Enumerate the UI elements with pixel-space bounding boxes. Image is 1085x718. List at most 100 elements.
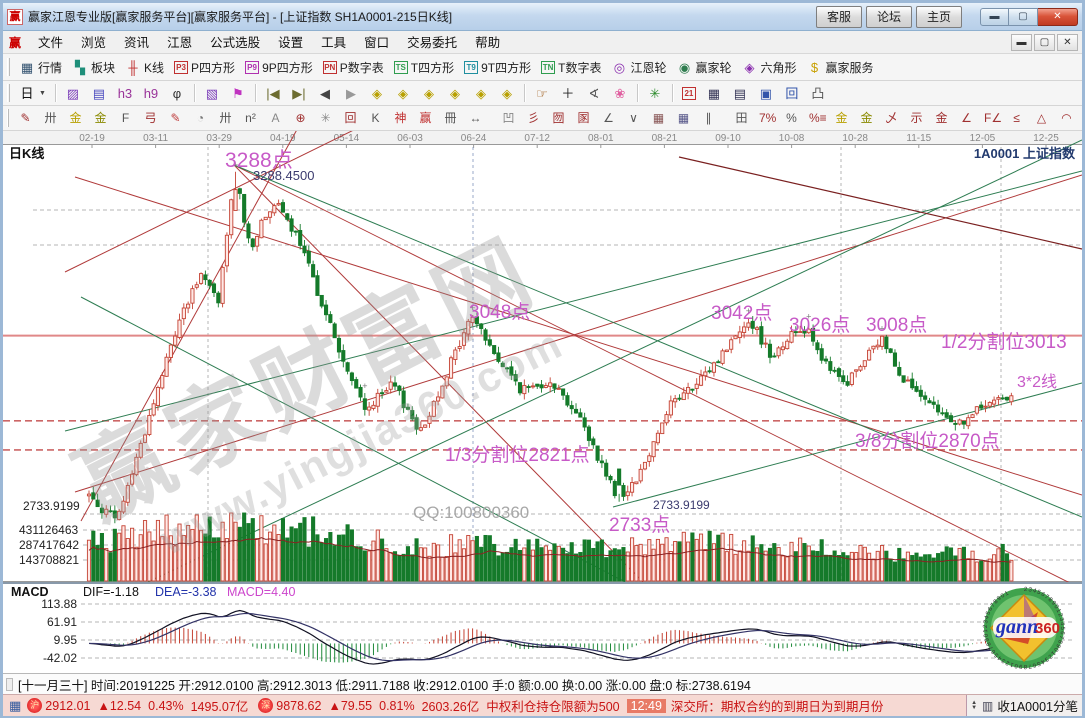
- gann-diamond-cross-button[interactable]: ◈: [494, 84, 520, 103]
- wave-angle-tool-button[interactable]: 示: [904, 109, 929, 127]
- period-selector[interactable]: 日 ▼: [14, 84, 51, 103]
- prev-bar-button[interactable]: ◀: [312, 84, 338, 103]
- percent7-tool-button[interactable]: 7%: [754, 109, 779, 127]
- first-bar-button[interactable]: |◀: [260, 84, 286, 103]
- flag-button[interactable]: ⚑: [225, 84, 251, 103]
- gann-diamond-left-button[interactable]: ◈: [364, 84, 390, 103]
- gann-diamond-right-button[interactable]: ◈: [390, 84, 416, 103]
- percent-table-tool-button[interactable]: 田: [729, 109, 754, 127]
- fence-tool-button[interactable]: 冊: [438, 109, 463, 127]
- quotes-button[interactable]: ▦ 行情: [14, 57, 67, 78]
- print-button[interactable]: 凸: [805, 84, 831, 103]
- calculator-button[interactable]: ▦: [701, 84, 727, 103]
- parallel-lines-tool-button[interactable]: ∥: [696, 109, 721, 127]
- macd-chart[interactable]: 113.88 61.91 9.95 -42.02: [3, 584, 1082, 673]
- minimize-button[interactable]: ▬: [980, 7, 1009, 26]
- title-bar[interactable]: 赢 赢家江恩专业版[赢家服务平台][赢家服务平台] - [上证指数 SH1A00…: [3, 3, 1082, 31]
- home-button[interactable]: 主页: [915, 5, 962, 28]
- brush-tool-button[interactable]: ✎: [163, 109, 188, 127]
- p-square-button[interactable]: P3 P四方形: [169, 57, 240, 78]
- fibonacci-tool-button[interactable]: F: [113, 109, 138, 127]
- percent-lines-tool-button[interactable]: %≡: [804, 109, 829, 127]
- triangle-tool-button[interactable]: △: [1029, 109, 1054, 127]
- macd-panel[interactable]: 113.88 61.91 9.95 -42.02 MACD DIF=-1.18 DEA…: [3, 582, 1082, 673]
- gann-diamond-h-button[interactable]: ◈: [416, 84, 442, 103]
- gold-circle2-tool-button[interactable]: 金: [854, 109, 879, 127]
- menu-公式选股[interactable]: 公式选股: [210, 36, 261, 50]
- tick-view-label[interactable]: 收1A0001分笔: [997, 700, 1078, 714]
- crosshair-button[interactable]: ＋: [555, 84, 581, 103]
- notes-button[interactable]: ▤: [727, 84, 753, 103]
- bars9-button[interactable]: h9: [138, 84, 164, 103]
- kline-button[interactable]: ╫ K线: [120, 57, 169, 78]
- save-button[interactable]: ▣: [753, 84, 779, 103]
- sz-index-price[interactable]: 9878.62: [276, 698, 322, 713]
- gann-diamond-x-button[interactable]: ◈: [442, 84, 468, 103]
- p9-square-button[interactable]: P9 9P四方形: [240, 57, 318, 78]
- menu-设置[interactable]: 设置: [278, 36, 304, 50]
- winner-service-button[interactable]: $ 赢家服务: [802, 57, 879, 78]
- flower-button[interactable]: ❀: [607, 84, 633, 103]
- angle-l-tool-button[interactable]: ∠: [954, 109, 979, 127]
- ying-tool-button[interactable]: 赢: [413, 109, 438, 127]
- news-ticker[interactable]: 中权利仓持仓限额为500 12:49 深交所：期权合约的到期日为到期月份: [486, 696, 966, 715]
- shen-tool-button[interactable]: 神: [388, 109, 413, 127]
- grid-box-tool-button[interactable]: ▦: [671, 109, 696, 127]
- speed-line-tool-button[interactable]: ≤: [1004, 109, 1029, 127]
- kline-chart[interactable]: 02-19 03-11 03-29 04-19 05-14 06-03 06-24 07-12…: [3, 131, 1082, 582]
- info-panel-button[interactable]: ▤: [86, 84, 112, 103]
- angle-measure-button[interactable]: ∢: [581, 84, 607, 103]
- sectors-button[interactable]: ▚ 板块: [67, 57, 120, 78]
- arc2-tool-button[interactable]: ◠: [1054, 109, 1079, 127]
- highlight-box-button[interactable]: ▧: [199, 84, 225, 103]
- mdi-restore-button[interactable]: ▢: [1034, 33, 1055, 51]
- gold-section-tool-button[interactable]: 金: [63, 109, 88, 127]
- menu-工具[interactable]: 工具: [321, 36, 347, 50]
- box-spiral-tool-button[interactable]: 回: [338, 109, 363, 127]
- wave-tool-button[interactable]: ∨: [621, 109, 646, 127]
- gold-section2-tool-button[interactable]: 金: [88, 109, 113, 127]
- gann-diamond-plus-button[interactable]: ◈: [468, 84, 494, 103]
- ink-tool-button[interactable]: 乄: [879, 109, 904, 127]
- square-number-tool-button[interactable]: n²: [238, 109, 263, 127]
- close-button[interactable]: ✕: [1038, 7, 1078, 26]
- target-circle-tool-button[interactable]: ⊕: [288, 109, 313, 127]
- kefu-button[interactable]: 客服: [815, 5, 862, 28]
- hand-tool-button[interactable]: ☞: [529, 84, 555, 103]
- winner-wheel-button[interactable]: ◉ 赢家轮: [671, 57, 736, 78]
- grid-lines-tool-button[interactable]: 卅: [38, 109, 63, 127]
- menu-交易委托[interactable]: 交易委托: [407, 36, 458, 50]
- f-angle-tool-button[interactable]: F∠: [979, 109, 1004, 127]
- grid-dense-tool-button[interactable]: ▦: [646, 109, 671, 127]
- mdi-close-button[interactable]: ✕: [1057, 33, 1078, 51]
- price-lines-tool-button[interactable]: 卅: [213, 109, 238, 127]
- mdi-minimize-button[interactable]: ▬: [1011, 33, 1032, 51]
- hexagon-button[interactable]: ◈ 六角形: [737, 57, 802, 78]
- forum-button[interactable]: 论坛: [865, 5, 912, 28]
- menu-江恩[interactable]: 江恩: [167, 36, 193, 50]
- percent-tool-button[interactable]: %: [779, 109, 804, 127]
- kline-chart-area[interactable]: 02-19 03-11 03-29 04-19 05-14 06-03 06-24 07-12…: [3, 131, 1082, 582]
- time-wheel-tool-button[interactable]: ◔: [188, 109, 213, 127]
- menu-资讯[interactable]: 资讯: [124, 36, 150, 50]
- arc-tool-button[interactable]: 弓: [138, 109, 163, 127]
- gold-line-tool-button[interactable]: 金: [929, 109, 954, 127]
- sh-index-price[interactable]: 2912.01: [45, 698, 91, 713]
- menu-浏览[interactable]: 浏览: [81, 36, 107, 50]
- menu-文件[interactable]: 文件: [38, 36, 64, 50]
- channel-tool-button[interactable]: A: [263, 109, 288, 127]
- brain-button[interactable]: ✳: [642, 84, 668, 103]
- pen-tool-button[interactable]: ✎: [13, 109, 38, 127]
- last-bar-button[interactable]: ▶|: [286, 84, 312, 103]
- menu-窗口[interactable]: 窗口: [364, 36, 390, 50]
- box-select-tool-button[interactable]: 凹: [496, 109, 521, 127]
- menu-帮助[interactable]: 帮助: [475, 36, 501, 50]
- calendar-button[interactable]: 21: [677, 85, 701, 102]
- fan-lines-tool-button[interactable]: 彡: [521, 109, 546, 127]
- fan-square-tool-button[interactable]: 圂: [571, 109, 596, 127]
- gold-circle-tool-button[interactable]: 金: [829, 109, 854, 127]
- bars3-button[interactable]: h3: [112, 84, 138, 103]
- maximize-button[interactable]: ▢: [1009, 7, 1038, 26]
- star-grid-tool-button[interactable]: ✳: [313, 109, 338, 127]
- p-table-button[interactable]: PN P数字表: [318, 57, 389, 78]
